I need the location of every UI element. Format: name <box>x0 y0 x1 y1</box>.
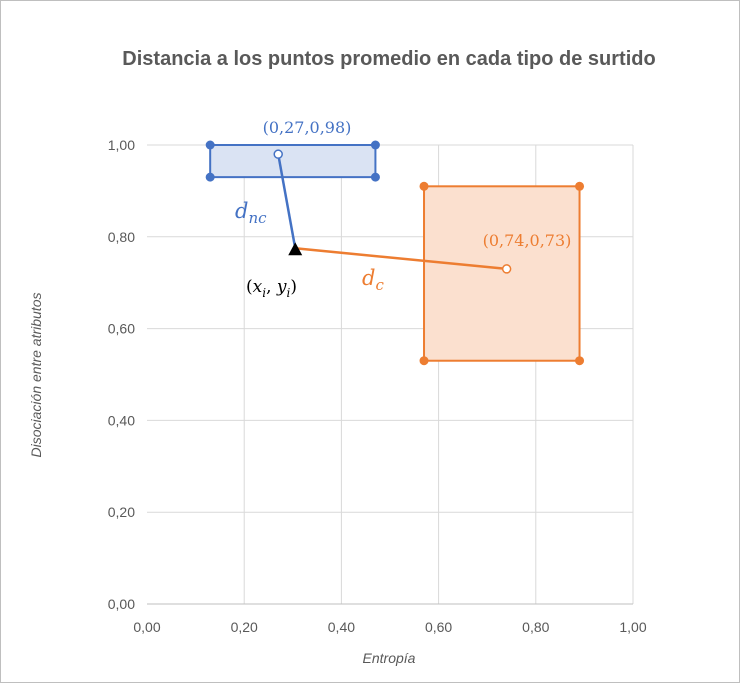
blue-mean-point <box>273 149 283 159</box>
x-tick-label: 0,40 <box>328 619 355 635</box>
chart-title: Distancia a los puntos promedio en cada … <box>122 48 655 70</box>
y-tick-label: 0,20 <box>108 504 135 520</box>
blue-mean-label: (0,27,0,98) <box>263 118 352 137</box>
y-axis-ticks: 0,00 0,20 0,40 0,60 0,80 1,00 <box>108 137 135 612</box>
orange-corner-point <box>575 356 585 366</box>
x-axis-ticks: 0,00 0,20 0,40 0,60 0,80 1,00 <box>133 619 646 635</box>
x-axis-title: Entropía <box>363 650 416 666</box>
x-tick-label: 0,60 <box>425 619 452 635</box>
reference-point-label: (xi, yi) <box>246 277 297 300</box>
orange-corner-point <box>575 181 585 191</box>
orange-range-rectangle <box>423 185 581 362</box>
blue-range-rectangle <box>209 144 377 179</box>
y-tick-label: 0,40 <box>108 412 135 428</box>
blue-corner-point <box>205 140 215 150</box>
reference-point-marker <box>288 242 303 256</box>
orange-corner-point <box>419 356 429 366</box>
plot-area: (0,27,0,98) (0,74,0,73) (xi, yi) dnc dc <box>205 118 585 366</box>
orange-mean-label: (0,74,0,73) <box>483 231 572 250</box>
y-tick-label: 0,60 <box>108 321 135 337</box>
y-tick-label: 0,80 <box>108 229 135 245</box>
blue-distance-label: dnc <box>235 199 267 227</box>
blue-corner-point <box>370 140 380 150</box>
y-axis-title: Disociación entre atributos <box>28 293 44 458</box>
orange-distance-label: dc <box>362 266 384 294</box>
y-tick-label: 1,00 <box>108 137 135 153</box>
orange-distance-line <box>295 247 507 271</box>
blue-distance-line <box>276 153 297 249</box>
orange-corner-point <box>419 181 429 191</box>
blue-corner-point <box>370 172 380 182</box>
blue-corner-point <box>205 172 215 182</box>
x-tick-label: 0,80 <box>522 619 549 635</box>
x-tick-label: 1,00 <box>619 619 646 635</box>
x-tick-label: 0,20 <box>231 619 258 635</box>
x-tick-label: 0,00 <box>133 619 160 635</box>
orange-mean-point <box>501 264 512 274</box>
y-tick-label: 0,00 <box>108 596 135 612</box>
